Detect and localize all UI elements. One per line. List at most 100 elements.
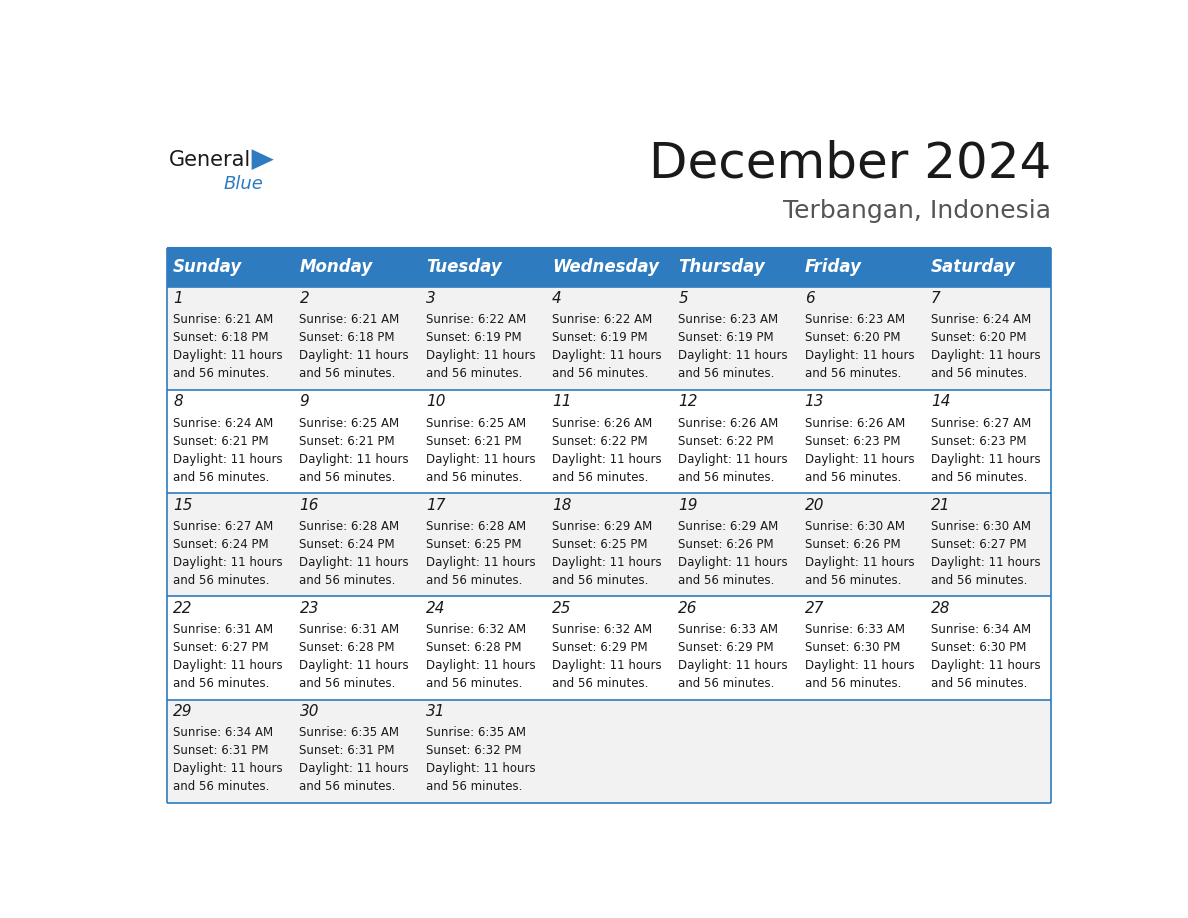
Text: Sunrise: 6:32 AM: Sunrise: 6:32 AM [552, 623, 652, 636]
Text: 9: 9 [299, 395, 309, 409]
Text: and 56 minutes.: and 56 minutes. [299, 780, 396, 793]
Text: Sunrise: 6:27 AM: Sunrise: 6:27 AM [931, 417, 1031, 430]
Text: Daylight: 11 hours: Daylight: 11 hours [552, 350, 662, 363]
Text: Sunset: 6:31 PM: Sunset: 6:31 PM [173, 744, 268, 757]
Text: and 56 minutes.: and 56 minutes. [552, 471, 649, 484]
Text: Wednesday: Wednesday [552, 259, 659, 276]
Text: Sunset: 6:22 PM: Sunset: 6:22 PM [678, 434, 773, 448]
Text: and 56 minutes.: and 56 minutes. [552, 574, 649, 587]
Text: and 56 minutes.: and 56 minutes. [299, 471, 396, 484]
Text: Sunrise: 6:26 AM: Sunrise: 6:26 AM [804, 417, 905, 430]
Text: 11: 11 [552, 395, 571, 409]
Text: Daylight: 11 hours: Daylight: 11 hours [425, 762, 536, 775]
Text: Sunrise: 6:33 AM: Sunrise: 6:33 AM [678, 623, 778, 636]
Text: Daylight: 11 hours: Daylight: 11 hours [552, 555, 662, 569]
Text: and 56 minutes.: and 56 minutes. [299, 574, 396, 587]
Text: Daylight: 11 hours: Daylight: 11 hours [173, 659, 283, 672]
Text: Daylight: 11 hours: Daylight: 11 hours [804, 350, 915, 363]
Text: Sunset: 6:21 PM: Sunset: 6:21 PM [173, 434, 268, 448]
Text: and 56 minutes.: and 56 minutes. [678, 677, 775, 690]
Text: 24: 24 [425, 600, 446, 616]
Text: Blue: Blue [225, 175, 264, 194]
Text: Sunrise: 6:25 AM: Sunrise: 6:25 AM [299, 417, 399, 430]
Bar [924, 248, 1051, 286]
Text: 1: 1 [173, 291, 183, 306]
Text: and 56 minutes.: and 56 minutes. [425, 471, 523, 484]
Bar [166, 700, 1051, 803]
Text: 26: 26 [678, 600, 697, 616]
Text: Sunrise: 6:23 AM: Sunrise: 6:23 AM [678, 313, 778, 326]
Text: 25: 25 [552, 600, 571, 616]
Text: Daylight: 11 hours: Daylight: 11 hours [931, 453, 1041, 465]
Text: Daylight: 11 hours: Daylight: 11 hours [425, 555, 536, 569]
Bar [166, 248, 293, 286]
Text: 31: 31 [425, 704, 446, 719]
Text: Sunset: 6:32 PM: Sunset: 6:32 PM [425, 744, 522, 757]
Text: Sunrise: 6:35 AM: Sunrise: 6:35 AM [425, 726, 526, 739]
Text: and 56 minutes.: and 56 minutes. [299, 677, 396, 690]
Text: and 56 minutes.: and 56 minutes. [173, 574, 270, 587]
Text: and 56 minutes.: and 56 minutes. [804, 574, 901, 587]
Text: Sunset: 6:19 PM: Sunset: 6:19 PM [552, 331, 647, 344]
Text: Sunrise: 6:34 AM: Sunrise: 6:34 AM [931, 623, 1031, 636]
Text: 10: 10 [425, 395, 446, 409]
Text: 15: 15 [173, 498, 192, 512]
Text: Terbangan, Indonesia: Terbangan, Indonesia [783, 198, 1051, 222]
Text: Sunrise: 6:31 AM: Sunrise: 6:31 AM [299, 623, 399, 636]
Text: Sunrise: 6:21 AM: Sunrise: 6:21 AM [173, 313, 273, 326]
Text: Daylight: 11 hours: Daylight: 11 hours [425, 659, 536, 672]
Text: Sunrise: 6:21 AM: Sunrise: 6:21 AM [299, 313, 399, 326]
Bar [166, 493, 1051, 597]
Text: Daylight: 11 hours: Daylight: 11 hours [678, 453, 788, 465]
Text: Daylight: 11 hours: Daylight: 11 hours [678, 555, 788, 569]
Text: and 56 minutes.: and 56 minutes. [425, 780, 523, 793]
Text: Daylight: 11 hours: Daylight: 11 hours [804, 555, 915, 569]
Text: Sunset: 6:21 PM: Sunset: 6:21 PM [299, 434, 396, 448]
Polygon shape [252, 150, 273, 170]
Bar [419, 248, 545, 286]
Text: Sunrise: 6:33 AM: Sunrise: 6:33 AM [804, 623, 904, 636]
Text: Sunset: 6:23 PM: Sunset: 6:23 PM [804, 434, 901, 448]
Bar [293, 248, 419, 286]
Text: Daylight: 11 hours: Daylight: 11 hours [552, 453, 662, 465]
Text: Sunday: Sunday [173, 259, 242, 276]
Text: Daylight: 11 hours: Daylight: 11 hours [173, 762, 283, 775]
Text: Sunset: 6:18 PM: Sunset: 6:18 PM [299, 331, 394, 344]
Text: Daylight: 11 hours: Daylight: 11 hours [173, 453, 283, 465]
Text: Sunrise: 6:28 AM: Sunrise: 6:28 AM [425, 520, 526, 532]
Text: 22: 22 [173, 600, 192, 616]
Text: Sunset: 6:21 PM: Sunset: 6:21 PM [425, 434, 522, 448]
Text: Sunrise: 6:32 AM: Sunrise: 6:32 AM [425, 623, 526, 636]
Text: Sunrise: 6:26 AM: Sunrise: 6:26 AM [678, 417, 778, 430]
Text: Sunrise: 6:26 AM: Sunrise: 6:26 AM [552, 417, 652, 430]
Text: Daylight: 11 hours: Daylight: 11 hours [299, 453, 409, 465]
Text: Daylight: 11 hours: Daylight: 11 hours [299, 659, 409, 672]
Text: Sunrise: 6:23 AM: Sunrise: 6:23 AM [804, 313, 905, 326]
Text: Sunset: 6:27 PM: Sunset: 6:27 PM [931, 538, 1026, 551]
Text: Daylight: 11 hours: Daylight: 11 hours [804, 659, 915, 672]
Text: and 56 minutes.: and 56 minutes. [678, 471, 775, 484]
Text: Friday: Friday [804, 259, 861, 276]
Text: Sunset: 6:19 PM: Sunset: 6:19 PM [425, 331, 522, 344]
Text: Sunrise: 6:29 AM: Sunrise: 6:29 AM [678, 520, 778, 532]
Text: Sunrise: 6:31 AM: Sunrise: 6:31 AM [173, 623, 273, 636]
Text: Sunrise: 6:30 AM: Sunrise: 6:30 AM [931, 520, 1031, 532]
Text: 29: 29 [173, 704, 192, 719]
Text: 17: 17 [425, 498, 446, 512]
Text: Sunset: 6:30 PM: Sunset: 6:30 PM [931, 641, 1026, 654]
Text: Sunset: 6:31 PM: Sunset: 6:31 PM [299, 744, 394, 757]
Text: 12: 12 [678, 395, 697, 409]
Text: and 56 minutes.: and 56 minutes. [678, 574, 775, 587]
Text: 5: 5 [678, 291, 688, 306]
Text: Daylight: 11 hours: Daylight: 11 hours [425, 350, 536, 363]
Bar [798, 248, 924, 286]
Bar [545, 248, 672, 286]
Text: Sunrise: 6:35 AM: Sunrise: 6:35 AM [299, 726, 399, 739]
Text: 16: 16 [299, 498, 320, 512]
Text: and 56 minutes.: and 56 minutes. [173, 677, 270, 690]
Text: 30: 30 [299, 704, 320, 719]
Text: Sunrise: 6:28 AM: Sunrise: 6:28 AM [299, 520, 399, 532]
Text: Sunset: 6:26 PM: Sunset: 6:26 PM [678, 538, 773, 551]
Text: 23: 23 [299, 600, 320, 616]
Text: Sunrise: 6:29 AM: Sunrise: 6:29 AM [552, 520, 652, 532]
